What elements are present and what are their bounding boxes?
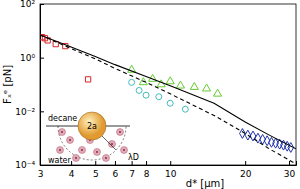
y-axis-title: Fₓᵉ [pN] [2,65,13,104]
marker [190,82,198,89]
y-tick-mark [40,4,44,5]
ion-core [105,157,107,159]
x-tick: 10 [165,161,177,179]
x-tick-mark [289,161,290,165]
ion [117,129,124,136]
x-tick-label: 6 [113,169,119,179]
x-tick-label: 10 [165,169,177,179]
particle [78,112,106,140]
y-tick-mark [40,165,44,166]
x-tick-mark [71,161,72,165]
marker [166,77,174,84]
x-axis: 3 4 5 678 10 20 30 [38,161,297,179]
curve [40,35,296,164]
y-tick: 10² [20,0,44,9]
x-tick: 6 [113,161,119,179]
ion-core [111,143,113,145]
marker [136,87,142,93]
y-tick-label: 10⁰ [20,53,35,63]
marker [255,133,261,143]
x-axis-title: d* [μm] [186,178,225,189]
y-tick-label: 10⁻⁴ [15,160,35,170]
y-axis-line [41,5,45,166]
x-tick: 20 [240,161,252,179]
x-tick-mark [245,161,246,165]
marker [129,79,135,85]
y-tick-mark [40,111,44,112]
annotation: λD [128,153,139,162]
marker [182,106,188,112]
ion [73,155,80,162]
x-tick: 5 [93,161,99,179]
ion-core [81,149,83,151]
x-tick-label: 5 [93,169,99,179]
plot-area [40,35,296,164]
x-tick-label: 4 [69,169,75,179]
ion [103,155,110,162]
x-tick-label: 7 [129,169,135,179]
ion-core [75,157,77,159]
marker [167,100,173,106]
marker [214,89,222,96]
ion [57,147,64,154]
ion [94,149,101,156]
y-tick-label: 10⁻² [15,107,35,117]
x-tick-label: 8 [144,169,150,179]
marker [203,84,211,91]
y-tick: 10⁰ [20,53,44,63]
marker [245,130,251,140]
y-tick-label: 10² [20,0,35,9]
x-tick-label: 30 [284,169,296,179]
ion-core [123,149,125,151]
ion-core [59,149,61,151]
x-tick: 7 [129,161,135,179]
ion-core [119,131,121,133]
x-tick-label: 20 [240,169,252,179]
x-tick-mark [170,161,171,165]
y-tick: 10⁻⁴ [15,160,44,170]
x-tick-mark [146,161,147,165]
annotation: 2a [87,122,97,131]
annotation: water [48,156,72,165]
y-axis: 10⁻⁴ 10⁻² 10⁰ 10² [15,0,44,170]
ion [109,141,116,148]
x-tick: 30 [284,161,296,179]
marker [176,81,184,88]
x-tick-mark [95,161,96,165]
chart: 3 4 5 678 10 20 30 10⁻⁴ 10⁻² 10⁰ 10² d* [μm] Fₓᵉ [pN… [0,0,300,189]
debye-arrow [102,136,116,150]
ion-core [96,151,98,153]
ion-core [69,139,71,141]
ion-core [61,131,63,133]
ion [59,129,66,136]
x-tick-mark [115,161,116,165]
ion [67,137,74,144]
annotation: decane [48,114,77,123]
ion [121,147,128,154]
y-tick: 10⁻² [15,107,44,117]
marker [156,94,162,100]
ion [79,147,86,154]
marker [85,77,90,82]
y-tick-mark [40,58,44,59]
x-axis-line [41,161,297,166]
x-tick-label: 3 [38,169,44,179]
inset: decane water 2a λD [46,112,139,165]
marker [143,92,149,98]
x-tick: 8 [144,161,150,179]
plot-frame [40,4,296,165]
